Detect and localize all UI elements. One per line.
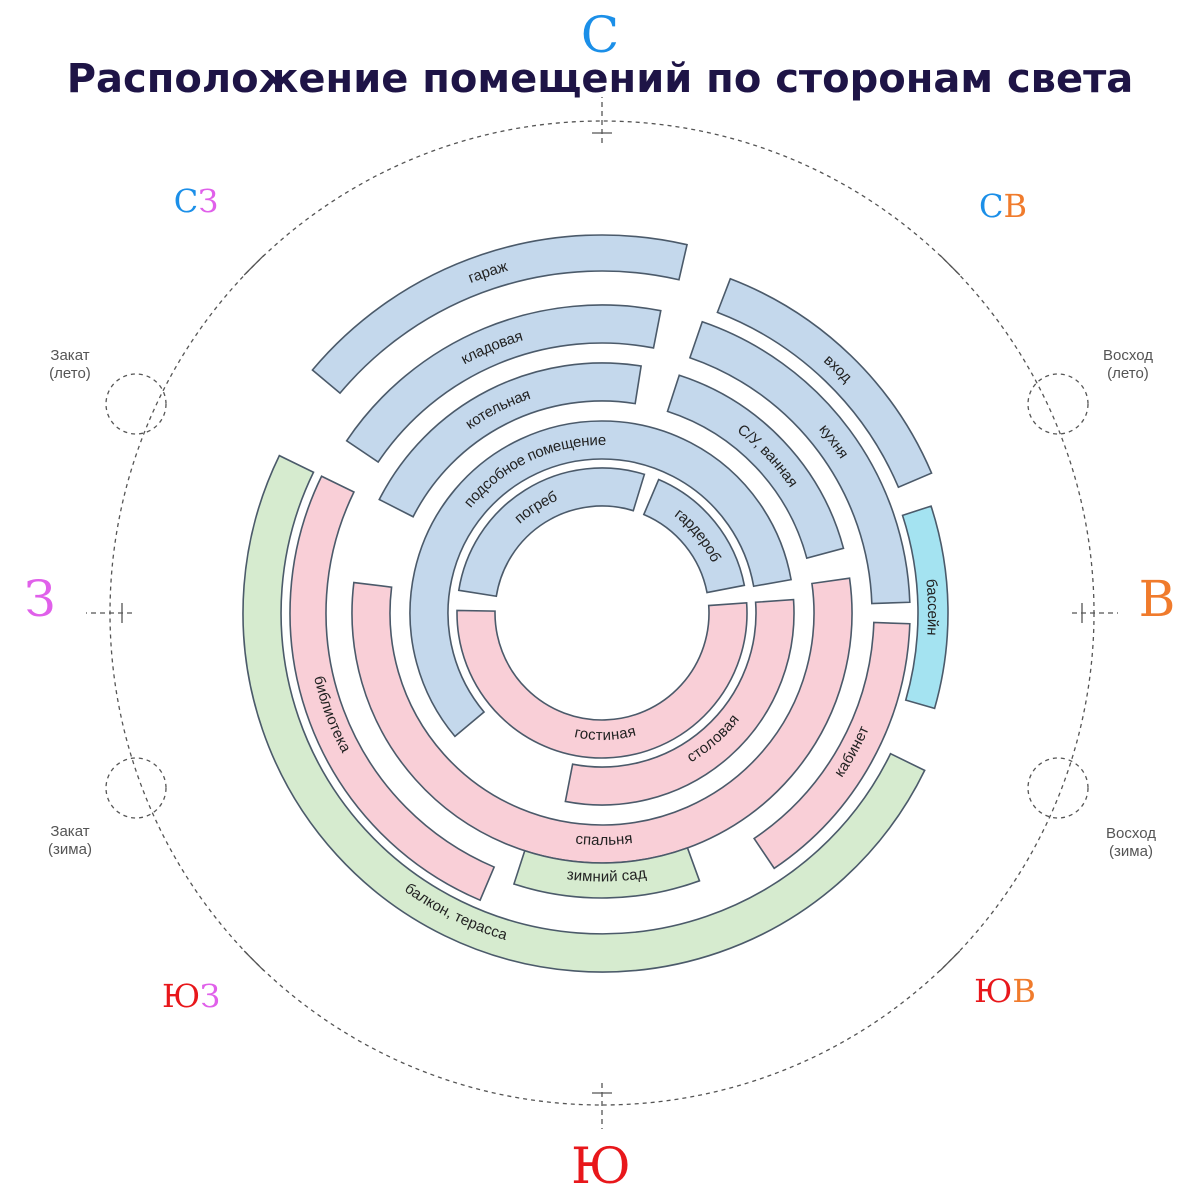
room-vhod xyxy=(716,277,933,489)
room-gostinaya xyxy=(456,602,748,759)
direction-southwest: ЮЗ xyxy=(162,977,220,1015)
room-kuhnya xyxy=(688,320,911,605)
sunset-winter-label: (зима) xyxy=(48,841,92,858)
room-basseyn xyxy=(901,505,949,710)
sunset-summer-label: (лето) xyxy=(49,365,91,382)
room-label-gostinaya: гостиная xyxy=(573,723,637,744)
sunrise-summer-label: (лето) xyxy=(1107,365,1149,382)
direction-north: С xyxy=(581,6,619,64)
room-podsobnoe-pomeschenie xyxy=(409,420,793,738)
sunset-winter-sun-icon xyxy=(105,757,167,819)
direction-east: В xyxy=(1139,570,1176,628)
diagonal-tick xyxy=(939,950,961,972)
compass-layer: СВЮЗСВСЗЮВЮЗВосход(лето)Закат(лето)Восхо… xyxy=(24,6,1175,1195)
diagonal-tick xyxy=(243,950,265,972)
room-kladovaya xyxy=(345,304,662,464)
room-spalnya xyxy=(351,577,853,864)
direction-south: Ю xyxy=(571,1137,631,1195)
room-garderob xyxy=(642,478,746,594)
room-pogreb xyxy=(457,467,646,598)
direction-west: З xyxy=(24,570,55,628)
direction-northeast: СВ xyxy=(979,187,1027,225)
room-kotelnaya xyxy=(378,362,643,518)
room-garazh xyxy=(311,234,688,395)
room-label-basseyn: бассейн xyxy=(922,578,941,636)
room-label-zimniy-sad: зимний сад xyxy=(566,865,648,886)
sunset-summer-sun-icon xyxy=(105,373,167,435)
sunrise-winter-label: (зима) xyxy=(1109,843,1153,860)
diagonal-tick xyxy=(939,254,961,276)
sunrise-winter-label: Восход xyxy=(1106,825,1156,842)
room-s-u-vannaya xyxy=(666,374,845,560)
direction-northwest: СЗ xyxy=(174,182,218,220)
room-biblioteka xyxy=(289,475,496,902)
room-balkon-terassa xyxy=(242,454,926,973)
diagram-title: Расположение помещений по сторонам света xyxy=(67,56,1134,102)
sunset-summer-label: Закат xyxy=(50,347,89,364)
room-kabinet xyxy=(752,621,911,870)
room-stolovaya xyxy=(564,598,795,806)
sunrise-winter-sun-icon xyxy=(1027,757,1089,819)
room-zimniy-sad xyxy=(512,846,701,899)
room-label-spalnya: спальня xyxy=(575,830,634,849)
sunrise-summer-sun-icon xyxy=(1027,373,1089,435)
sunset-winter-label: Закат xyxy=(50,823,89,840)
direction-southeast: ЮВ xyxy=(974,972,1036,1010)
diagonal-tick xyxy=(243,254,265,276)
sunrise-summer-label: Восход xyxy=(1103,347,1153,364)
